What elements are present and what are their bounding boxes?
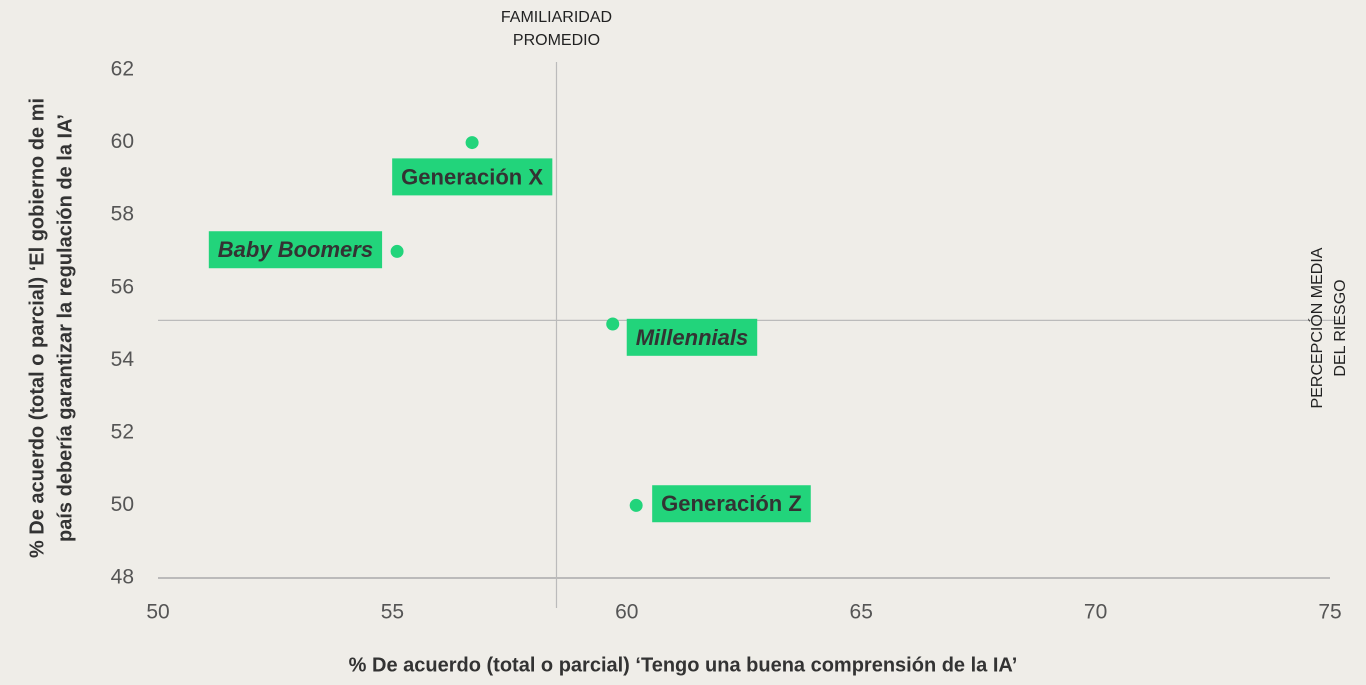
data-label-box xyxy=(626,318,758,356)
y-tick-label: 54 xyxy=(111,348,135,371)
x-tick-label: 65 xyxy=(850,601,873,624)
point xyxy=(465,136,479,150)
point xyxy=(606,317,620,331)
y-axis-title: % De acuerdo (total o parcial) ‘El gobie… xyxy=(26,98,48,558)
reference-label: FAMILIARIDAD xyxy=(501,9,612,26)
data-label: Generación Z xyxy=(661,491,802,516)
point xyxy=(390,244,404,258)
y-tick-label: 48 xyxy=(111,566,134,589)
x-tick-label: 70 xyxy=(1084,601,1107,624)
y-tick-label: 56 xyxy=(111,275,134,298)
x-tick-label: 75 xyxy=(1318,601,1341,624)
data-label: Generación X xyxy=(401,164,543,189)
point xyxy=(629,498,643,512)
x-axis-title: % De acuerdo (total o parcial) ‘Tengo un… xyxy=(349,654,1018,676)
data-label: Baby Boomers xyxy=(218,237,373,262)
y-tick-label: 62 xyxy=(111,58,134,81)
data-label-group: Baby Boomers xyxy=(208,231,383,269)
data-label-group: Generación X xyxy=(392,158,553,196)
data-label-group: Generación Z xyxy=(652,485,811,523)
reference-label: PERCEPCIÓN MEDIA xyxy=(1307,247,1326,408)
data-label-box xyxy=(392,158,553,196)
x-tick-label: 50 xyxy=(146,601,169,624)
y-axis-title: país debería garantizar la regulación de… xyxy=(54,114,76,542)
y-tick-label: 60 xyxy=(111,130,134,153)
data-label-box xyxy=(652,485,811,523)
data-label: Millennials xyxy=(636,325,748,350)
data-label-group: Millennials xyxy=(626,318,758,356)
y-tick-label: 50 xyxy=(111,493,134,516)
data-label-box xyxy=(208,231,383,269)
reference-label: DEL RIESGO xyxy=(1332,279,1349,376)
y-tick-label: 58 xyxy=(111,203,134,226)
x-tick-label: 60 xyxy=(615,601,638,624)
reference-label: PROMEDIO xyxy=(513,32,600,49)
x-tick-label: 55 xyxy=(381,601,404,624)
y-tick-label: 52 xyxy=(111,420,134,443)
